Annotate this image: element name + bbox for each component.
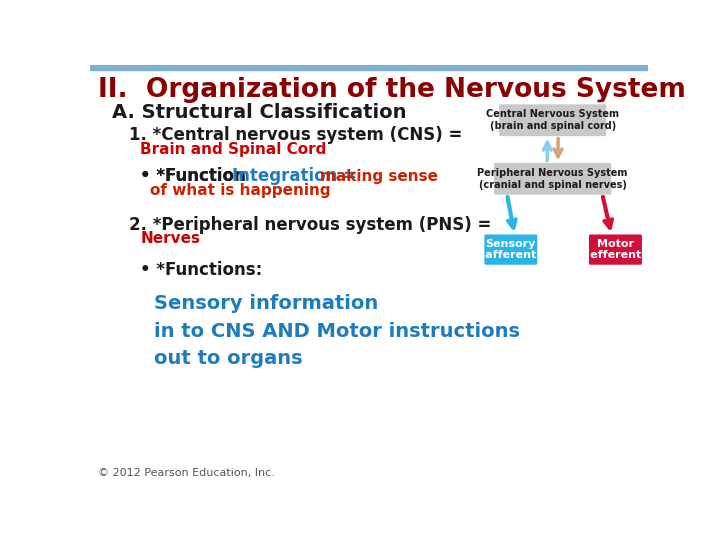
Text: making sense: making sense (320, 169, 438, 184)
Text: A. Structural Classification: A. Structural Classification (112, 103, 406, 122)
Text: • *Functions:: • *Functions: (140, 261, 263, 279)
Text: II.  Organization of the Nervous System: II. Organization of the Nervous System (98, 77, 685, 103)
Text: Sensory
(afferent): Sensory (afferent) (480, 239, 541, 260)
Text: Brain and Spinal Cord: Brain and Spinal Cord (140, 142, 327, 157)
Text: Central Nervous System
(brain and spinal cord): Central Nervous System (brain and spinal… (486, 110, 619, 131)
Text: 1. *Central nervous system (CNS) =: 1. *Central nervous system (CNS) = (129, 126, 462, 144)
FancyBboxPatch shape (588, 233, 643, 266)
Text: Integration =: Integration = (232, 167, 357, 185)
Text: of what is happening: of what is happening (150, 183, 330, 198)
FancyBboxPatch shape (483, 233, 539, 266)
Text: Motor
(efferent): Motor (efferent) (585, 239, 646, 260)
Text: Nerves: Nerves (140, 231, 200, 246)
Text: • *Function: • *Function (140, 167, 246, 185)
Text: Peripheral Nervous System
(cranial and spinal nerves): Peripheral Nervous System (cranial and s… (477, 168, 628, 190)
Bar (90, 65, 648, 70)
Text: © 2012 Pearson Education, Inc.: © 2012 Pearson Education, Inc. (98, 468, 274, 478)
FancyBboxPatch shape (498, 103, 607, 137)
Text: • *Function: • *Function (140, 167, 246, 185)
Text: 2. *Peripheral nervous system (PNS) =: 2. *Peripheral nervous system (PNS) = (129, 216, 491, 234)
Text: Sensory information
in to CNS AND Motor instructions
out to organs: Sensory information in to CNS AND Motor … (153, 294, 520, 368)
FancyBboxPatch shape (493, 162, 612, 195)
